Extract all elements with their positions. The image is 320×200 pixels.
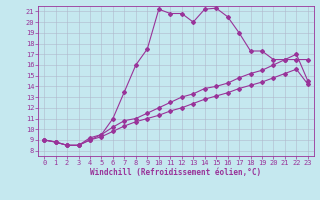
X-axis label: Windchill (Refroidissement éolien,°C): Windchill (Refroidissement éolien,°C) xyxy=(91,168,261,177)
